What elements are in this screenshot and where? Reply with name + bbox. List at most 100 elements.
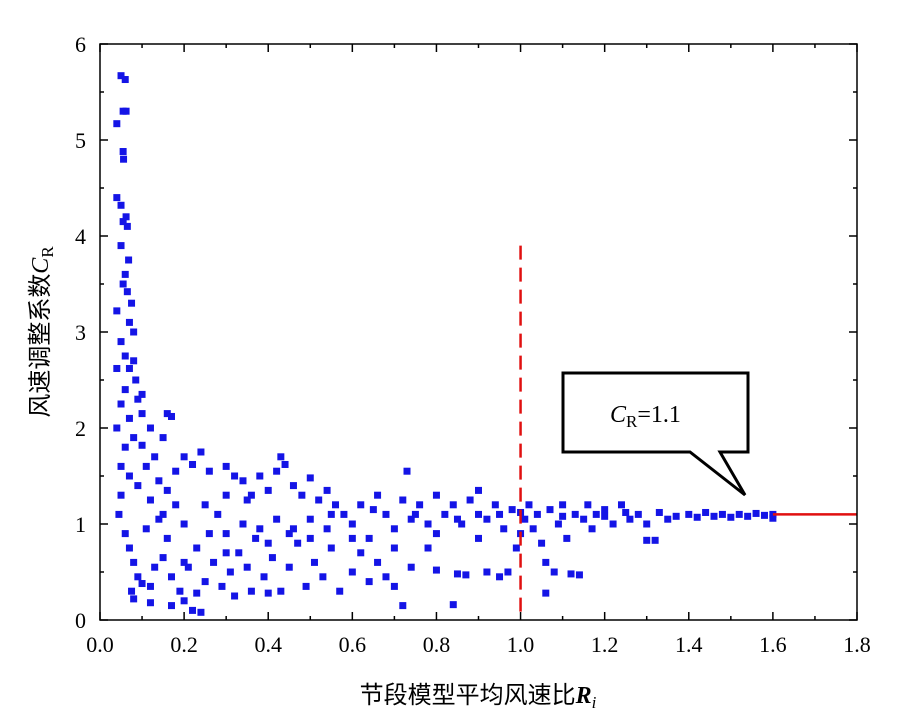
data-point [365, 534, 373, 542]
data-point [222, 462, 230, 470]
data-point [277, 587, 285, 595]
x-tick-label: 1.4 [675, 632, 703, 657]
data-point [285, 530, 293, 538]
data-point [256, 525, 264, 533]
data-point [563, 534, 571, 542]
data-point [243, 496, 251, 504]
data-point [222, 491, 230, 499]
data-point [382, 510, 390, 518]
data-point [348, 568, 356, 576]
data-point [218, 582, 226, 590]
data-point [113, 307, 121, 315]
data-point [390, 525, 398, 533]
data-point [180, 558, 188, 566]
data-point [121, 530, 129, 538]
data-point [121, 76, 129, 84]
data-point [189, 606, 197, 614]
data-point [458, 520, 466, 528]
data-point [693, 513, 701, 521]
data-point [567, 570, 575, 578]
data-point [475, 534, 482, 542]
data-point [399, 602, 407, 610]
data-point [323, 525, 331, 533]
data-point [672, 512, 680, 520]
data-point [407, 563, 415, 571]
data-point [222, 530, 230, 538]
data-point [159, 510, 167, 518]
x-tick-label: 1.6 [759, 632, 787, 657]
data-point [146, 599, 154, 607]
data-point [466, 496, 474, 504]
data-point [121, 443, 129, 451]
data-point [617, 501, 625, 509]
data-point [685, 510, 693, 518]
data-point [125, 472, 133, 480]
data-point [601, 506, 609, 514]
data-point [222, 549, 230, 557]
data-point [117, 72, 125, 80]
data-point [193, 544, 201, 552]
data-point [744, 512, 752, 520]
data-point [113, 194, 121, 202]
data-point [382, 573, 390, 581]
data-point [289, 525, 297, 533]
data-point [163, 410, 171, 418]
data-point [122, 213, 130, 221]
data-point [163, 534, 171, 542]
data-point [167, 412, 175, 420]
data-point [432, 530, 440, 538]
data-point [247, 587, 255, 595]
data-point [769, 514, 777, 522]
data-point [609, 520, 617, 528]
data-point [336, 587, 344, 595]
data-point [306, 515, 314, 523]
data-point [123, 222, 131, 230]
data-point [453, 570, 461, 578]
data-point [125, 364, 133, 372]
x-tick-label: 1.0 [507, 632, 535, 657]
callout-text: CR=1.1 [610, 402, 681, 431]
data-point [273, 515, 281, 523]
data-point [113, 364, 121, 372]
data-point [424, 544, 432, 552]
data-point [306, 534, 314, 542]
data-point [390, 544, 398, 552]
data-point [702, 508, 710, 516]
data-point [571, 510, 579, 518]
data-point [289, 482, 297, 490]
data-point [243, 563, 251, 571]
data-point [449, 601, 457, 609]
data-point [231, 592, 239, 600]
data-point [159, 554, 167, 562]
data-point [475, 486, 482, 494]
data-point [163, 486, 171, 494]
data-points [113, 72, 777, 616]
data-point [664, 515, 672, 523]
y-axis-label: 风速调整系数CR [27, 246, 57, 418]
data-point [252, 534, 260, 542]
data-point [125, 414, 133, 422]
x-tick-label: 0.8 [423, 632, 451, 657]
x-tick-label: 1.2 [591, 632, 619, 657]
data-point [277, 453, 285, 461]
data-point [399, 496, 407, 504]
data-point [643, 536, 651, 544]
data-point [411, 510, 419, 518]
data-point [117, 242, 125, 250]
data-point [184, 563, 192, 571]
data-point [121, 270, 129, 278]
data-point [205, 467, 213, 475]
data-point [247, 491, 255, 499]
data-point [483, 515, 491, 523]
data-point [432, 566, 440, 574]
data-point [416, 501, 424, 509]
data-point [125, 318, 133, 326]
data-point [374, 491, 382, 499]
data-point [407, 515, 415, 523]
data-point [315, 496, 323, 504]
data-point [626, 515, 634, 523]
data-point [575, 571, 583, 579]
y-tick-label: 6 [75, 32, 86, 57]
data-point [475, 510, 482, 518]
data-point [264, 589, 272, 597]
